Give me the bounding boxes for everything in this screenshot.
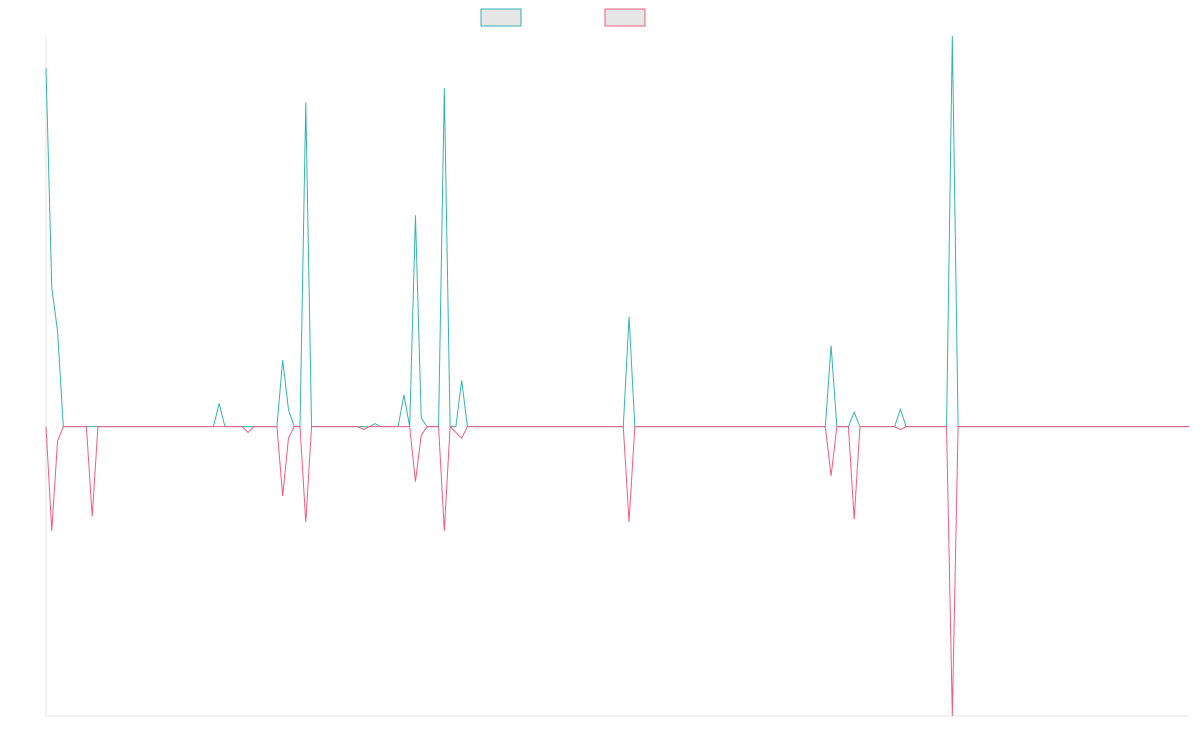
axes xyxy=(45,36,1189,717)
plot-area xyxy=(45,35,1189,717)
legend xyxy=(480,8,646,27)
legend-swatch-series-1[interactable] xyxy=(480,8,522,27)
series-line-1 xyxy=(45,35,1189,428)
series-line-2 xyxy=(45,425,1189,717)
legend-swatch-series-2[interactable] xyxy=(604,8,646,27)
